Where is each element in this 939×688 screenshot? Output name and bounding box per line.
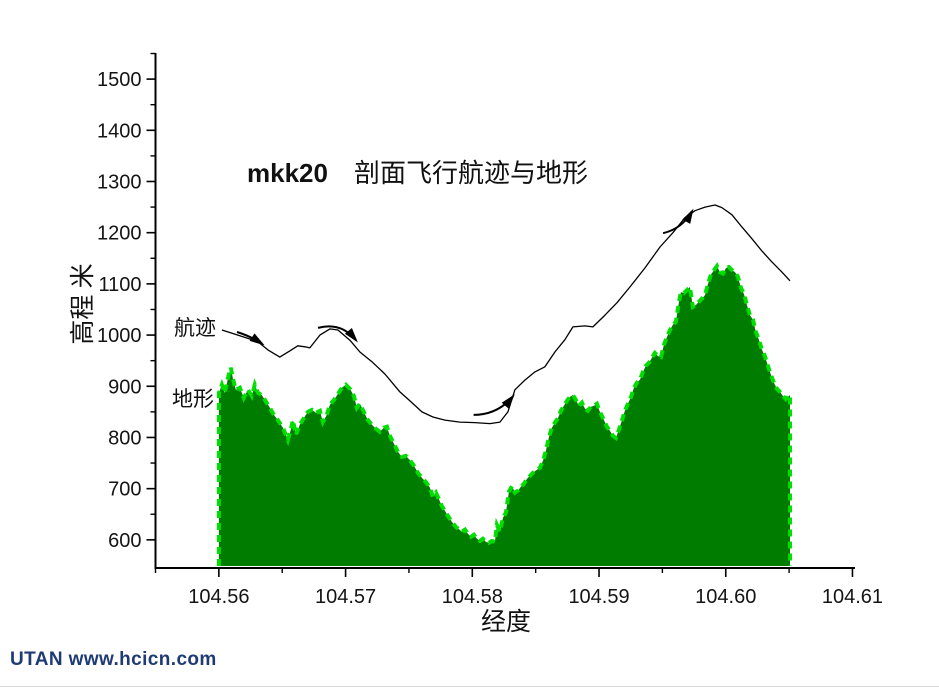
y-tick-label: 800 xyxy=(108,427,141,449)
y-tick-label: 600 xyxy=(108,530,141,552)
y-tick-label: 700 xyxy=(108,479,141,501)
chart-title: mkk20 剖面飞行航迹与地形 xyxy=(247,153,588,190)
flight-path xyxy=(221,204,791,425)
x-tick-label: 104.60 xyxy=(695,586,756,608)
trajectory-series-label: 航迹 xyxy=(174,316,216,340)
y-tick-label: 1300 xyxy=(97,171,142,193)
y-tick-label: 1100 xyxy=(98,274,141,296)
y-tick-label: 1200 xyxy=(97,223,142,245)
chart-title-model: mkk20 xyxy=(247,158,328,188)
y-tick-label: 1400 xyxy=(97,120,142,142)
direction-arrows xyxy=(236,208,694,416)
y-axis-ticks: 600 700 800 900 1000 1100 1200 1300 1400 1500 xyxy=(97,52,156,552)
terrain-series-label: 地形 xyxy=(172,387,214,411)
x-tick-label: 104.57 xyxy=(315,586,376,608)
x-tick-label: 104.61 xyxy=(822,586,883,608)
slide-bottom-border xyxy=(0,686,939,687)
x-axis-title: 经度 xyxy=(480,609,531,636)
y-tick-label: 1500 xyxy=(97,69,142,91)
y-tick-label: 900 xyxy=(108,376,141,398)
x-tick-label: 104.58 xyxy=(442,586,503,608)
terrain-area xyxy=(216,262,792,566)
x-axis-ticks: 104.56 104.57 104.58 104.59 104.60 104.61 xyxy=(154,568,883,608)
x-tick-label: 104.59 xyxy=(568,586,629,608)
x-tick-label: 104.56 xyxy=(188,586,249,608)
watermark-text: UTAN www.hcicn.com xyxy=(10,649,217,670)
chart-title-text: 剖面飞行航迹与地形 xyxy=(353,159,588,188)
y-axis-title: 高程 米 xyxy=(70,263,97,345)
y-tick-label: 1000 xyxy=(97,325,142,347)
